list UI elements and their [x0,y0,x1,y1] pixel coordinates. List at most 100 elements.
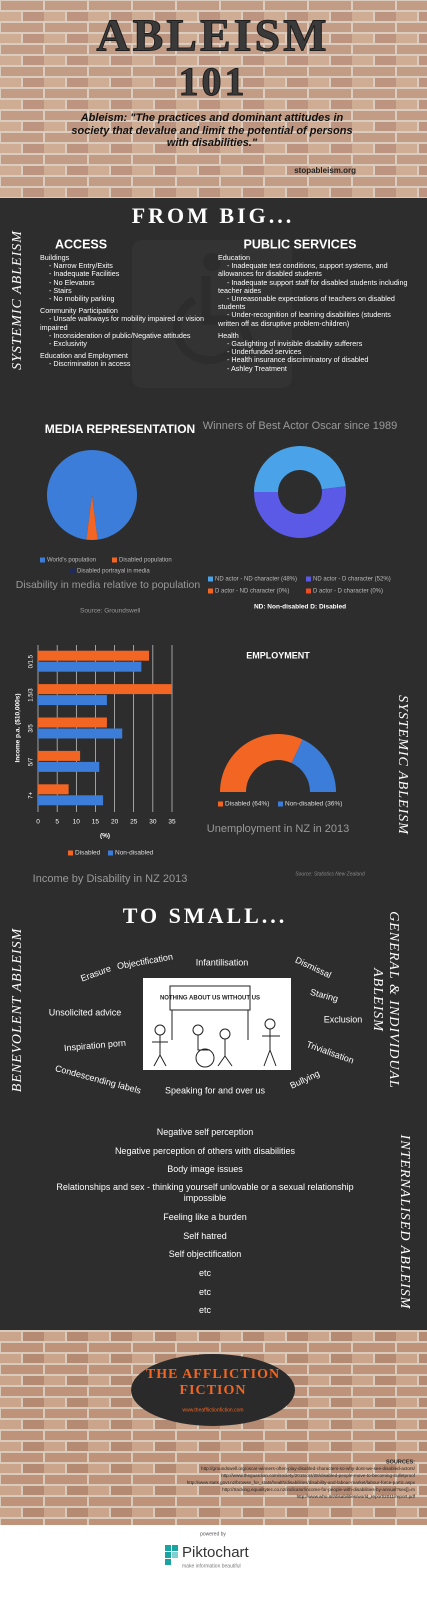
brand-url: www.theafflictionfiction.com [182,1407,243,1413]
legend-label: World's population [47,558,96,564]
legend-label: D actor - D character (0%) [313,589,383,595]
list-item: - Gaslighting of invisible disability su… [227,339,363,349]
legend-swatch [278,801,283,807]
section-heading: TO SMALL... [123,903,288,928]
list-item: - Exclusivity [49,339,87,349]
powered-brand: Piktochart [182,1544,250,1561]
list-item: Feeling like a burden [163,1212,247,1222]
bar [38,750,81,761]
list-item: - Under-recognition of learning disabili… [218,310,391,328]
legend-swatch [40,557,45,563]
y-tick-label: 0/1.5 [29,654,35,668]
brand: FICTION [180,1383,247,1398]
x-tick-label: 30 [149,819,157,826]
legend-swatch [208,576,213,582]
list-item: Body image issues [167,1164,243,1174]
segment [254,445,346,492]
side-label: INTERNALISED ABLEISM [397,1134,412,1310]
legend-label: Disabled [75,850,101,857]
chart-source: Source: Groundswell [80,608,141,615]
segment [220,734,303,792]
powered-background [0,1525,427,1600]
y-tick-label: 7+ [29,791,35,798]
source-link: http://tracking.equalitytec.co.nz/indica… [222,1487,415,1492]
text-column: Education - Inadequate test conditions, s… [218,250,413,373]
bar [38,761,100,772]
group-heading: Education [218,253,250,262]
powered-tagline: make information beautiful [182,1563,241,1569]
ableism-word: Unsolicited advice [49,1007,122,1017]
segment [46,450,137,540]
bar [38,695,107,706]
bar [38,784,69,795]
x-tick-label: 35 [168,819,176,826]
segment [291,739,336,792]
brand-badge [131,1354,295,1426]
chart-title: Unemployment in NZ in 2013 [207,823,349,835]
list-item: Relationships and sex - thinking yoursel… [56,1182,354,1203]
list-item: Negative perception of others with disab… [114,1146,296,1156]
list-item: - Unsafe walkways for mobility impaired … [40,314,204,332]
column-title: PUBLIC SERVICES [244,237,357,251]
list-item: etc [198,1305,211,1315]
wheelchair-icon [132,240,292,388]
legend-label: Non-disabled (36%) [285,801,342,808]
axis-label: Income p.a. ($10,000s) [15,693,22,762]
side-label: GENERAL & INDIVIDUAL [386,911,401,1089]
group-heading: Community Participation [40,306,118,316]
source-link: http://www.theguardian.com/society/2015/… [221,1473,416,1478]
legend-swatch [68,850,73,856]
bar [38,717,107,728]
ableism-word: Exclusion [324,1014,363,1024]
banner-text: NOTHING ABOUT US WITHOUT US [160,996,260,1002]
segment [254,486,346,538]
legend-label: ND actor - D character (52%) [313,577,391,583]
list-item: - Discrimination in access [49,359,131,369]
bar [38,650,150,661]
piktochart-logo [165,1545,178,1565]
chart-title: Income by Disability in NZ 2013 [33,873,188,885]
source-link: http://www.stats.govt.nz/browse_for_stat… [187,1480,416,1485]
legend-swatch [218,801,223,807]
chart-title: Disability in media relative to populati… [16,579,201,591]
x-tick-label: 25 [130,819,138,826]
list-item: - No Elevators [49,277,95,287]
y-tick-label: 1.5/3 [29,688,35,702]
bar [38,795,104,806]
list-item: - Unreasonable expectations of teachers … [218,294,395,312]
axis-label: (%) [100,833,110,840]
side-label: SYSTEMIC ABLEISM [395,695,410,835]
header-background [0,0,427,198]
chart-note: ND: Non-disabled D: Disabled [254,604,346,611]
legend-swatch [108,850,113,856]
bar [38,684,172,695]
x-tick-label: 15 [92,819,100,826]
text-column: Buildings - Narrow Entry/Exits - Inadequat… [40,250,205,369]
legend-label: ND actor - ND character (48%) [215,577,297,583]
list-item: - Inadequate test conditions, support sy… [218,261,388,279]
chart-title: Winners of Best Actor Oscar since 1989 [203,420,397,432]
legend-swatch [112,557,117,563]
x-tick-label: 10 [73,819,81,826]
source: stopableism.org [294,166,356,175]
quote: Ableism: "The practices and dominant att… [71,112,353,149]
list-item: - Narrow Entry/Exits [49,261,113,271]
legend-label: D actor - ND character (0%) [215,589,289,595]
list-item: etc [198,1287,211,1297]
powered-label: powered by [200,1531,226,1537]
column-title: ACCESS [55,237,107,251]
section-title: MEDIA REPRESENTATION [45,422,195,436]
legend-swatch [70,568,75,574]
title: ABLEISM [96,10,329,61]
legend-label: Disabled population [119,558,172,564]
group-heading: Health [218,330,239,340]
list-item: - Ashley Treatment [227,363,287,373]
title: 101 [179,59,248,104]
list-item: - Inconsideration of public/Negative att… [49,330,191,340]
side-label: SYSTEMIC ABLEISM [10,230,25,370]
ableism-word: Speaking for and over us [165,1085,266,1095]
bar [38,661,142,672]
legend-label: Disabled (64%) [225,801,269,808]
list-item: Negative self perception [156,1127,254,1137]
